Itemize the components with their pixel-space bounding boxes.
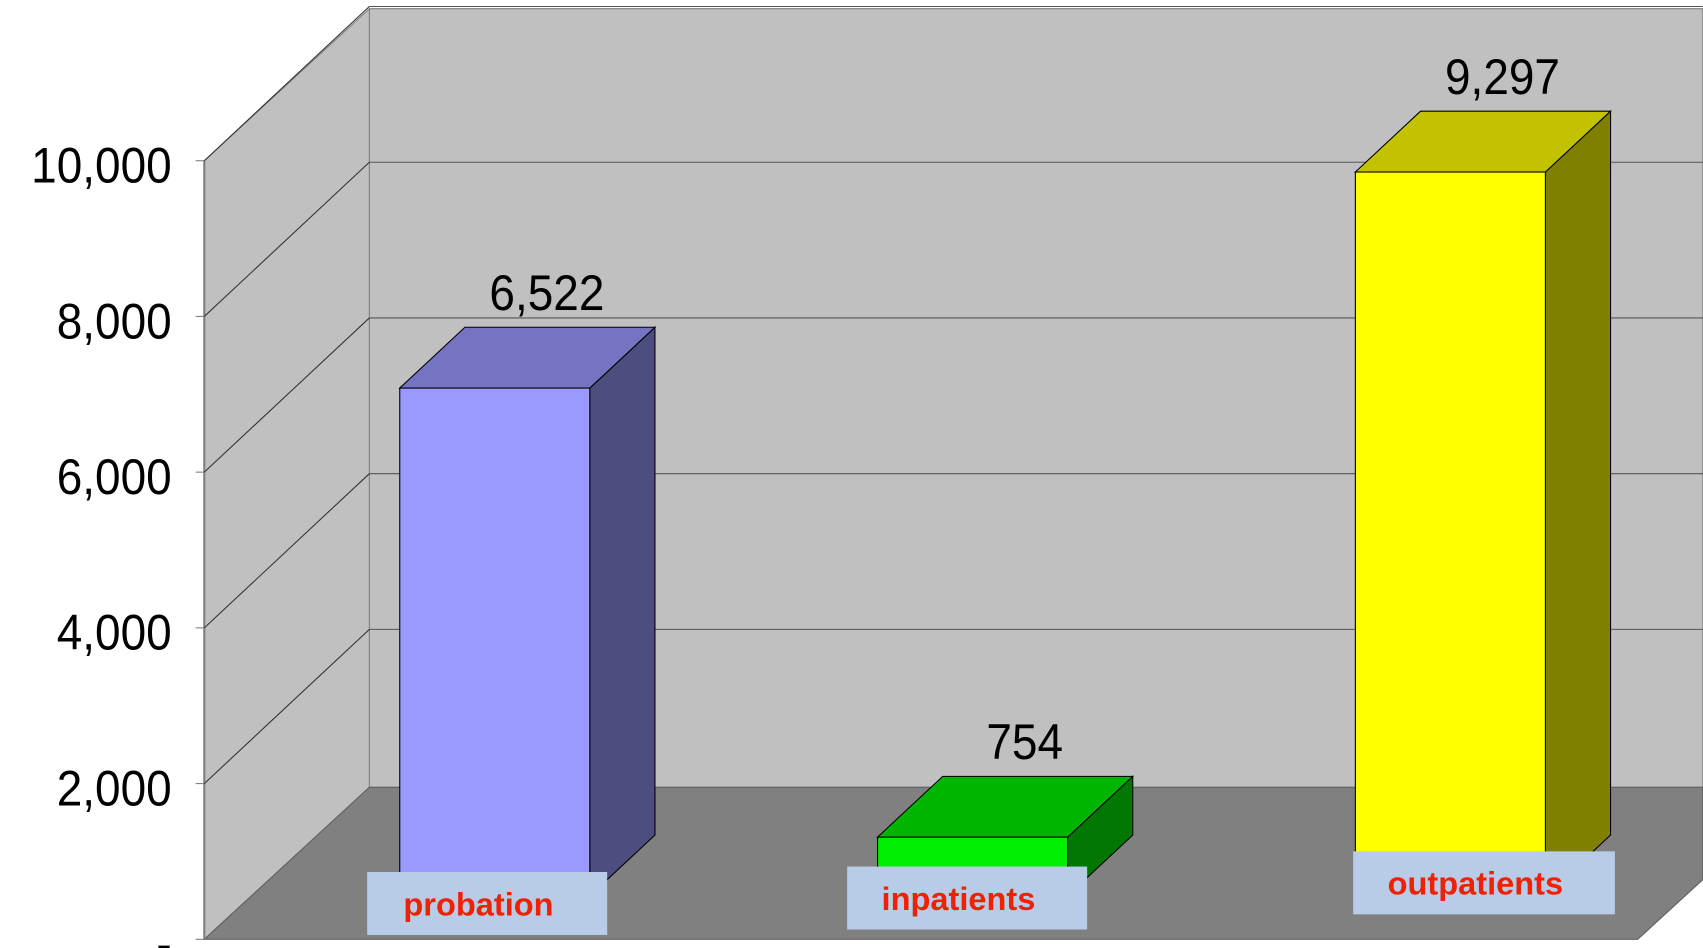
x-tick-label: outpatients xyxy=(1388,866,1563,902)
y-tick-label: 8,000 xyxy=(57,295,172,350)
category-box xyxy=(1353,851,1615,915)
y-tick-label: - xyxy=(156,917,171,948)
x-tick-label: inpatients xyxy=(882,881,1036,917)
grid-line xyxy=(203,473,370,629)
grid-line xyxy=(203,161,370,317)
bar xyxy=(1354,171,1546,897)
y-tick-label: 4,000 xyxy=(57,606,172,661)
grid-line xyxy=(203,317,370,473)
bar-side xyxy=(589,326,656,898)
y-tick-label: 10,000 xyxy=(31,139,172,194)
bar-side xyxy=(1544,109,1612,898)
value-label: 754 xyxy=(986,715,1063,770)
y-tick-label: 2,000 xyxy=(57,762,172,817)
bar xyxy=(399,387,591,897)
x-tick-label: probation xyxy=(403,886,553,922)
side-wall xyxy=(203,7,370,941)
grid-line xyxy=(203,628,370,784)
grid-line xyxy=(203,6,370,162)
category-box xyxy=(367,871,608,935)
value-label: 6,522 xyxy=(489,266,604,321)
category-box xyxy=(847,866,1088,930)
value-label: 9,297 xyxy=(1445,50,1560,105)
y-tick-label: 6,000 xyxy=(57,450,172,505)
